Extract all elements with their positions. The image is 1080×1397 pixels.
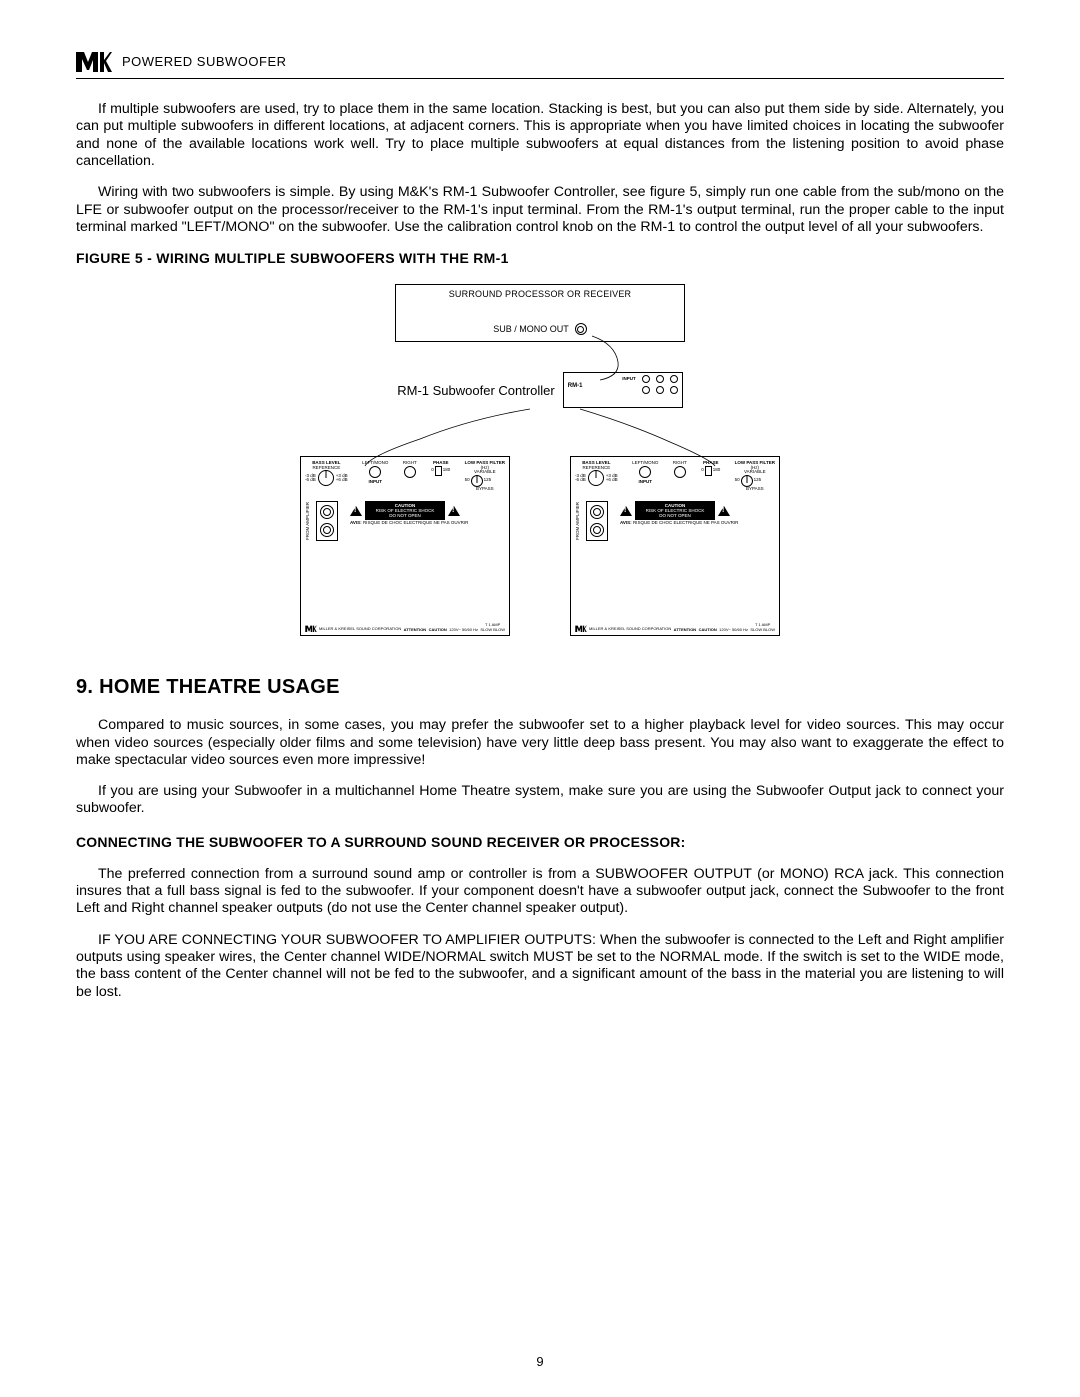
caution2-label: CAUTION [429,627,447,632]
connecting-heading: CONNECTING THE SUBWOOFER TO A SURROUND S… [76,834,1004,850]
v125-label: 125 [754,478,762,483]
avis-label: AVIS: [620,520,632,525]
paragraph-3: Compared to music sources, in some cases… [76,717,1004,769]
subwoofer-panel-left: BASS LEVEL REFERENCE -3 dB -6 dB +3 dB +… [300,456,510,636]
input-jack-icon [404,466,416,478]
bass-level-knob-icon [318,470,334,486]
paragraph-4: If you are using your Subwoofer in a mul… [76,783,1004,818]
processor-box: SURROUND PROCESSOR OR RECEIVER SUB / MON… [395,284,685,342]
warning-triangle-icon [620,506,632,516]
warning-triangle-icon [350,506,362,516]
controller-label: RM-1 Subwoofer Controller [397,383,555,398]
controller-model: RM-1 [568,383,583,389]
figure5-diagram: SURROUND PROCESSOR OR RECEIVER SUB / MON… [220,284,860,636]
corp-label: MILLER & KREISEL SOUND CORPORATION [319,626,401,631]
rm1-controller-box: RM-1 INPUT [563,372,683,408]
phase-switch-icon [435,466,442,476]
header-product-line: POWERED SUBWOOFER [122,54,287,69]
ctrl-jack-icon [642,386,650,394]
figure5-caption: FIGURE 5 - WIRING MULTIPLE SUBWOOFERS WI… [76,250,1004,266]
page-number: 9 [0,1354,1080,1369]
amp-jack-icon [590,523,604,537]
v50-label: 50 [735,478,740,483]
fuse2-label: SLOW BLOW [480,627,505,632]
amp-jack-icon [590,505,604,519]
caution-line2: DO NOT OPEN [369,513,441,518]
ctrl-jack-icon [670,386,678,394]
plus6-label: +6 dB [336,478,348,483]
section-9-heading: 9. HOME THEATRE USAGE [76,676,1004,699]
attention-label: ATTENTION [674,627,697,632]
from-amp-label: FROM AMPLIFIER [305,502,310,540]
v50-label: 50 [465,478,470,483]
warning-triangle-icon [718,506,730,516]
input-jack-icon [674,466,686,478]
bypass-label: BYPASS [735,487,775,492]
v125-label: 125 [484,478,492,483]
lpf-knob-icon [471,475,483,487]
caution-box: CAUTION RISK OF ELECTRIC SHOCK DO NOT OP… [365,501,445,520]
bass-level-knob-icon [588,470,604,486]
caution-box: CAUTION RISK OF ELECTRIC SHOCK DO NOT OP… [635,501,715,520]
subwoofer-panel-right: BASS LEVEL REFERENCE -3 dB -6 dB +3 dB +… [570,456,780,636]
corp-label: MILLER & KREISEL SOUND CORPORATION [589,626,671,631]
leftmono-label: LEFT/MONO [362,461,388,466]
mk-mini-logo: MILLER & KREISEL SOUND CORPORATION [305,625,401,632]
phase0-label: 0 [431,468,434,473]
voltage-label: 120V~ 50/60 Hz [449,627,478,632]
page-header: POWERED SUBWOOFER [76,50,1004,72]
attention-label: ATTENTION [404,627,427,632]
amp-jack-icon [320,505,334,519]
amp-jack-icon [320,523,334,537]
lpf-knob-icon [741,475,753,487]
voltage-label: 120V~ 50/60 Hz [719,627,748,632]
paragraph-2: Wiring with two subwoofers is simple. By… [76,184,1004,236]
input-label: INPUT [632,480,658,485]
minus6-label: -6 dB [575,478,586,483]
caution-line2: DO NOT OPEN [639,513,711,518]
phase-switch-icon [705,466,712,476]
sub-mono-label: SUB / MONO OUT [493,324,569,334]
avis-text: RISQUE DE CHOC ELECTRIQUE NE PAS OUVRIR [363,520,468,525]
ctrl-jack-icon [656,386,664,394]
paragraph-5: The preferred connection from a surround… [76,866,1004,918]
paragraph-1: If multiple subwoofers are used, try to … [76,101,1004,170]
caution2-label: CAUTION [699,627,717,632]
warning-triangle-icon [448,506,460,516]
ctrl-jack-icon [670,375,678,383]
input-label: INPUT [362,480,388,485]
phase180-label: 180 [713,468,721,473]
ctrl-jack-icon [642,375,650,383]
fuse2-label: SLOW BLOW [750,627,775,632]
amp-jacks-group [586,501,608,541]
from-amp-label: FROM AMPLIFIER [575,502,580,540]
leftmono-label: LEFT/MONO [632,461,658,466]
plus6-label: +6 dB [606,478,618,483]
header-rule [76,78,1004,79]
avis-label: AVIS: [350,520,362,525]
phase0-label: 0 [701,468,704,473]
sub-mono-jack-icon [575,323,587,335]
amp-jacks-group [316,501,338,541]
phase180-label: 180 [443,468,451,473]
processor-label: SURROUND PROCESSOR OR RECEIVER [396,289,684,299]
controller-input-label: INPUT [622,377,636,382]
minus6-label: -6 dB [305,478,316,483]
ctrl-jack-icon [656,375,664,383]
bypass-label: BYPASS [465,487,505,492]
input-jack-icon [369,466,381,478]
paragraph-6: IF YOU ARE CONNECTING YOUR SUBWOOFER TO … [76,932,1004,1001]
input-jack-icon [639,466,651,478]
avis-text: RISQUE DE CHOC ELECTRIQUE NE PAS OUVRIR [633,520,738,525]
mk-logo-icon [76,50,112,72]
mk-mini-logo: MILLER & KREISEL SOUND CORPORATION [575,625,671,632]
